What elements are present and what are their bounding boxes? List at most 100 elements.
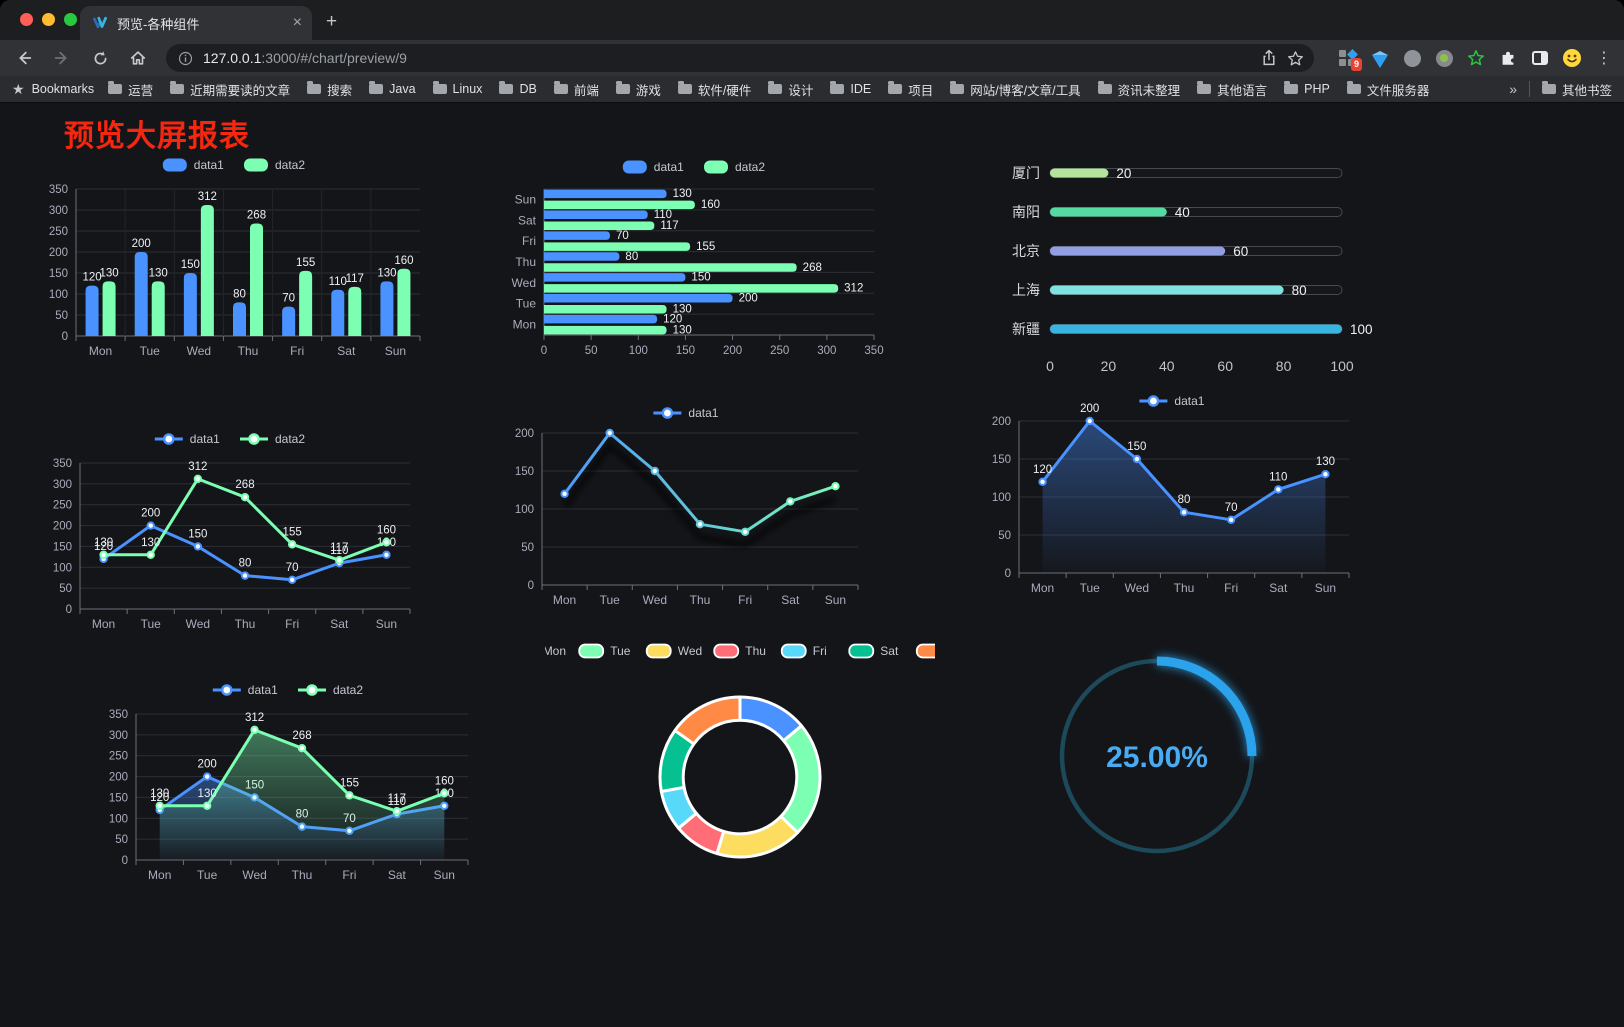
zoom-window-button[interactable] [64, 13, 77, 26]
bookmark-folder[interactable]: PHP [1284, 81, 1330, 96]
bar[interactable] [544, 252, 620, 261]
extension-circle-icon[interactable] [1402, 48, 1422, 68]
bookmark-folder[interactable]: 游戏 [615, 80, 661, 99]
data-point[interactable] [1085, 416, 1094, 426]
data-point[interactable] [1274, 485, 1283, 494]
bookmark-folder[interactable]: 设计 [768, 80, 813, 99]
data-point[interactable] [250, 725, 259, 735]
bookmark-folder[interactable]: 资讯未整理 [1097, 80, 1180, 99]
bar[interactable] [544, 242, 691, 251]
bar[interactable] [544, 263, 797, 272]
bar[interactable] [151, 281, 165, 336]
progress-fill[interactable] [1050, 324, 1342, 334]
bar[interactable] [134, 252, 148, 336]
chart-donut[interactable]: Mon Tue Wed Thu Fri Sat Sun [510, 637, 969, 889]
extensions-puzzle-icon[interactable] [1498, 48, 1518, 68]
progress-fill[interactable] [1050, 285, 1284, 295]
minimize-window-button[interactable] [42, 13, 55, 26]
data-point[interactable] [1179, 508, 1189, 517]
legend-item[interactable]: data2 [704, 160, 765, 174]
bar[interactable] [250, 223, 263, 336]
legend-item[interactable]: data1 [162, 158, 224, 172]
tab-close-icon[interactable]: × [292, 14, 302, 31]
data-point[interactable] [831, 482, 840, 491]
other-bookmarks[interactable]: 其他书签 [1541, 80, 1612, 99]
data-point[interactable] [1226, 515, 1236, 525]
bar[interactable] [544, 293, 733, 303]
pie-slice[interactable] [673, 695, 742, 746]
bookmark-folder[interactable]: 前端 [553, 80, 599, 99]
url-text[interactable]: 127.0.0.1:3000/#/chart/preview/9 [203, 50, 1251, 66]
chart-area-two-series[interactable]: data1 data2 0 50 100 150 200 250 300 350 Mon Tue Wed… [100, 676, 480, 892]
profile-avatar[interactable] [1562, 48, 1582, 68]
bookmark-folder[interactable]: 其他语言 [1197, 80, 1267, 99]
bookmark-folder[interactable]: IDE [830, 81, 871, 96]
chart-area-single[interactable]: data1 0 50 100 150 200 Mon Tue Wed Thu Fri Sat Sun 12… [985, 387, 1363, 601]
home-icon[interactable] [128, 48, 148, 68]
back-icon[interactable] [14, 48, 34, 68]
bar[interactable] [544, 221, 655, 231]
data-point[interactable] [650, 466, 660, 476]
data-point[interactable] [287, 575, 297, 585]
legend-item[interactable]: Tue [578, 643, 631, 659]
data-point[interactable] [560, 489, 569, 499]
data-point[interactable] [297, 744, 307, 753]
share-icon[interactable] [1261, 49, 1277, 67]
legend-item[interactable]: Sun [915, 643, 969, 659]
bookmark-folder[interactable]: Java [369, 81, 416, 96]
chart-line-gradient[interactable]: data1 0 50 100 150 200 Mon Tue Wed Thu Fri Sat Sun [500, 399, 876, 611]
legend-item[interactable]: data1 [622, 160, 684, 174]
legend-item[interactable]: Thu [713, 643, 766, 659]
bar[interactable] [282, 306, 296, 336]
data-point[interactable] [1321, 470, 1330, 479]
data-point[interactable] [382, 550, 391, 559]
data-point[interactable] [99, 550, 108, 559]
data-point[interactable] [202, 801, 212, 810]
site-info-icon[interactable] [178, 51, 193, 66]
extension-gem-icon[interactable] [1370, 48, 1390, 68]
bookmark-folder[interactable]: 近期需要读的文章 [170, 80, 290, 99]
bar[interactable] [544, 189, 667, 199]
side-panel-icon[interactable] [1530, 48, 1550, 68]
bar[interactable] [544, 200, 695, 210]
bookmark-folder[interactable]: 软件/硬件 [677, 80, 751, 99]
legend-item[interactable]: data2 [244, 158, 305, 172]
data-point[interactable] [605, 428, 614, 438]
bookmark-folder[interactable]: Linux [432, 81, 482, 96]
bookmark-folder[interactable]: 搜索 [307, 80, 352, 99]
bar[interactable] [544, 314, 658, 324]
data-point[interactable] [155, 801, 164, 810]
data-point[interactable] [1038, 477, 1047, 487]
extension-record-icon[interactable] [1434, 48, 1454, 68]
bookmark-folder[interactable]: 运营 [108, 80, 153, 99]
legend-item[interactable]: data1 [212, 683, 278, 697]
legend-item[interactable]: Mon [510, 643, 566, 659]
data-point[interactable] [193, 474, 203, 484]
bar[interactable] [85, 285, 99, 336]
bar[interactable] [380, 281, 394, 336]
data-point[interactable] [146, 550, 155, 559]
chart-horizontal-bar[interactable]: data1 data2 0 50 100 150 200 250 300 350 Mon 120 130… [498, 153, 894, 365]
bookmark-folder[interactable]: 网站/博客/文章/工具 [950, 80, 1081, 99]
data-point[interactable] [202, 772, 212, 781]
data-point[interactable] [193, 542, 203, 551]
bar[interactable] [544, 304, 667, 314]
data-point[interactable] [335, 555, 344, 565]
bar[interactable] [102, 281, 116, 336]
bookmark-folder[interactable]: 文件服务器 [1346, 80, 1429, 99]
data-point[interactable] [240, 571, 250, 580]
data-point[interactable] [695, 520, 705, 529]
data-point[interactable] [146, 521, 155, 530]
new-tab-button[interactable]: + [326, 11, 338, 32]
chart-progress-bars[interactable]: 厦门 20 南阳 40 北京 60 上海 80 新疆 100 0 20 40 60 80 100 [1000, 153, 1373, 385]
menu-kebab-icon[interactable]: ⋮ [1596, 50, 1612, 67]
bar[interactable] [544, 210, 648, 220]
legend-item[interactable]: data2 [298, 683, 363, 697]
bookmarks-manager[interactable]: ★ Bookmarks [12, 81, 94, 98]
bar[interactable] [544, 284, 839, 293]
chart-gauge[interactable]: 25.00% [1045, 646, 1269, 864]
progress-fill[interactable] [1050, 246, 1226, 256]
chart-grouped-bar[interactable]: data1 data2 0 50 100 150 200 250 300 350 Mon Tue Wed… [40, 151, 432, 363]
bookmarks-overflow-chevron[interactable]: » [1509, 81, 1517, 97]
legend-item[interactable]: Wed [645, 643, 702, 659]
